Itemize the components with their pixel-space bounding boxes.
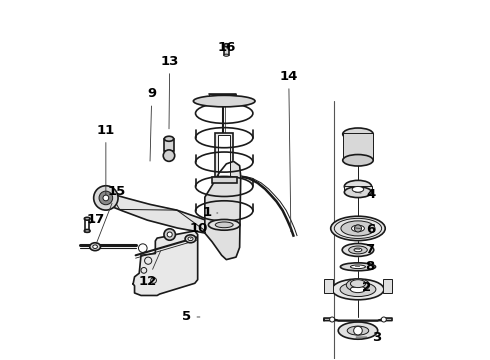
Circle shape <box>164 229 175 240</box>
Ellipse shape <box>350 280 366 288</box>
Ellipse shape <box>338 322 378 339</box>
Ellipse shape <box>349 246 368 254</box>
Text: 7: 7 <box>355 243 374 256</box>
Ellipse shape <box>347 326 368 335</box>
Text: 8: 8 <box>355 260 374 273</box>
Ellipse shape <box>93 245 98 248</box>
Text: 2: 2 <box>352 281 371 294</box>
Bar <box>164 139 174 150</box>
Text: 15: 15 <box>96 185 126 244</box>
Ellipse shape <box>224 44 229 46</box>
Ellipse shape <box>224 54 229 56</box>
Ellipse shape <box>90 243 100 251</box>
Circle shape <box>354 225 362 232</box>
Text: 12: 12 <box>138 251 161 288</box>
Ellipse shape <box>344 187 371 198</box>
Ellipse shape <box>343 128 373 140</box>
Bar <box>383 279 392 293</box>
Ellipse shape <box>340 282 376 297</box>
Text: 1: 1 <box>202 207 218 220</box>
Text: 11: 11 <box>97 124 115 195</box>
Circle shape <box>167 232 172 237</box>
Ellipse shape <box>188 237 193 240</box>
Bar <box>224 45 229 55</box>
Ellipse shape <box>84 229 90 232</box>
Ellipse shape <box>352 186 364 192</box>
Circle shape <box>94 186 118 210</box>
Ellipse shape <box>344 180 371 193</box>
Text: 5: 5 <box>182 310 200 324</box>
Ellipse shape <box>215 222 233 228</box>
Circle shape <box>103 195 109 201</box>
Ellipse shape <box>343 154 373 166</box>
Text: 14: 14 <box>280 70 298 232</box>
Bar <box>212 177 237 183</box>
Bar <box>324 279 333 293</box>
Text: 3: 3 <box>356 330 382 343</box>
Text: 6: 6 <box>355 223 375 236</box>
Bar <box>218 135 230 178</box>
Circle shape <box>381 317 386 322</box>
Ellipse shape <box>342 243 374 256</box>
Polygon shape <box>101 194 217 234</box>
Text: 13: 13 <box>161 55 179 129</box>
Polygon shape <box>133 231 197 296</box>
Ellipse shape <box>341 221 375 236</box>
Circle shape <box>99 191 113 205</box>
Polygon shape <box>205 161 241 260</box>
Polygon shape <box>324 318 392 320</box>
Text: 9: 9 <box>147 87 156 161</box>
Ellipse shape <box>194 95 255 107</box>
Ellipse shape <box>331 216 385 240</box>
Bar <box>215 134 233 180</box>
Ellipse shape <box>84 217 90 220</box>
Circle shape <box>330 317 335 322</box>
Ellipse shape <box>208 220 240 230</box>
Text: 16: 16 <box>217 41 236 54</box>
Text: 4: 4 <box>355 188 376 201</box>
Text: 17: 17 <box>87 213 105 226</box>
Circle shape <box>163 150 175 161</box>
Ellipse shape <box>341 263 375 271</box>
Ellipse shape <box>346 279 369 291</box>
Ellipse shape <box>185 235 196 243</box>
Circle shape <box>354 326 362 335</box>
Bar <box>209 94 236 103</box>
Bar <box>344 186 371 192</box>
Ellipse shape <box>350 265 366 269</box>
Ellipse shape <box>164 136 173 141</box>
Ellipse shape <box>351 225 365 231</box>
Ellipse shape <box>350 286 366 293</box>
Ellipse shape <box>332 279 384 300</box>
Ellipse shape <box>354 248 362 252</box>
Bar <box>343 134 373 160</box>
Text: 10: 10 <box>190 222 208 239</box>
